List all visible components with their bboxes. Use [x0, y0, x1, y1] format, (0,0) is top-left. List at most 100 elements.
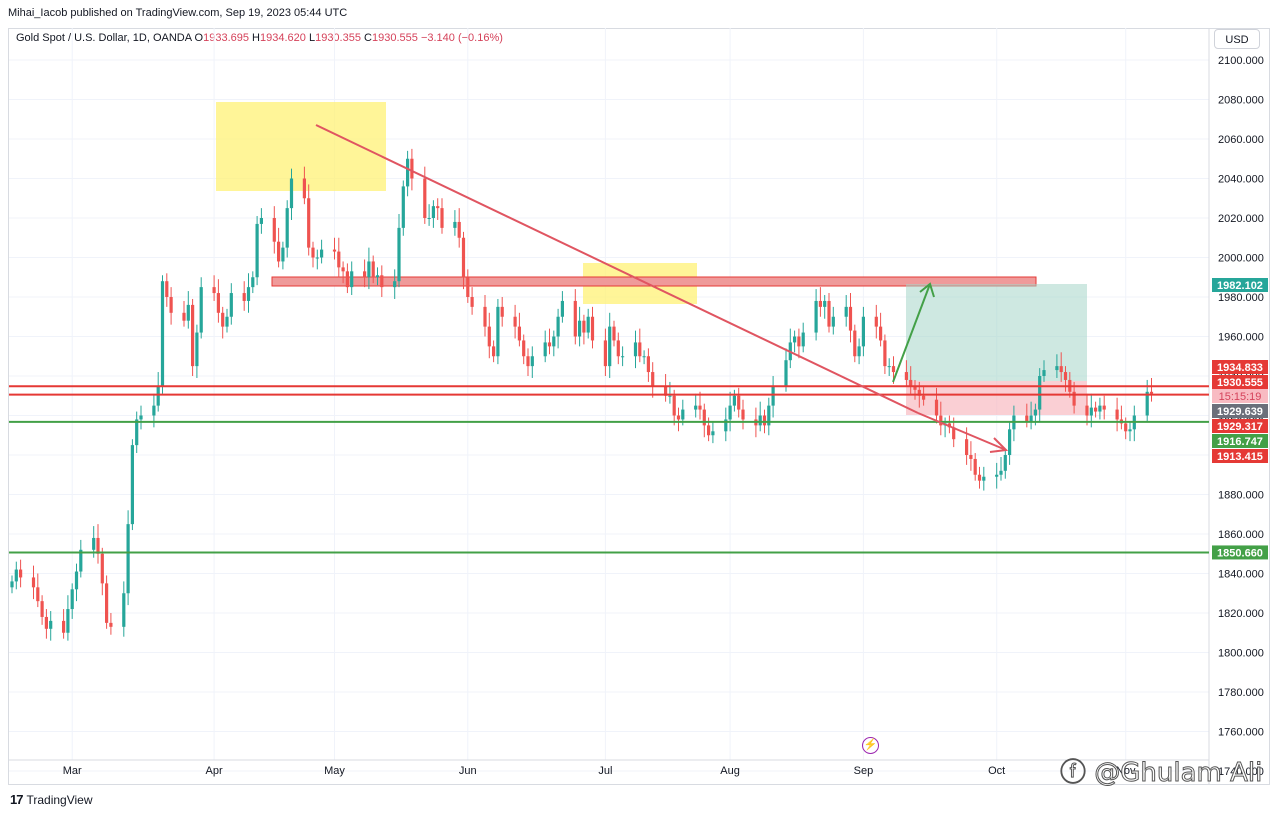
currency-button[interactable]: USD: [1214, 29, 1260, 49]
candle-body: [1102, 405, 1106, 410]
candle-body: [272, 218, 276, 242]
candle-body: [612, 326, 616, 341]
candle-body: [646, 356, 650, 373]
candle-body: [827, 300, 831, 327]
downtrend-arrow-shaft[interactable]: [917, 412, 1007, 451]
candle-body: [1055, 366, 1059, 371]
candle-body: [969, 455, 973, 459]
price-tick-label: 1860.000: [1218, 529, 1264, 541]
candle-body: [762, 415, 767, 426]
candle-body: [1059, 366, 1063, 373]
candle-body: [814, 300, 818, 333]
candle-body: [436, 206, 440, 209]
candle-body: [221, 312, 225, 327]
candle-body: [363, 271, 367, 278]
uptrend-arrow-shaft[interactable]: [892, 283, 931, 383]
price-tick-label: 1980.000: [1218, 292, 1264, 304]
price-tick-label: 2000.000: [1218, 253, 1264, 265]
candle-body: [1063, 372, 1068, 380]
candle-body: [999, 470, 1003, 475]
candle-body: [904, 372, 908, 380]
change-value: −3.140 (−0.16%): [420, 32, 503, 44]
price-badge-label: 1850.660: [1217, 547, 1263, 559]
candle-body: [578, 320, 582, 337]
candle-body: [79, 549, 83, 572]
candle-body: [1124, 423, 1128, 432]
chart-frame: [8, 28, 1270, 785]
candle-body: [191, 304, 195, 367]
candle-body: [758, 415, 762, 426]
month-tick-label: Sep: [854, 765, 874, 777]
candle-body: [130, 445, 134, 525]
candle-body: [259, 218, 263, 224]
candle-body: [255, 223, 259, 278]
candle-body: [315, 257, 319, 259]
candle-body: [732, 395, 736, 406]
candle-body: [169, 297, 173, 313]
high-label: H: [252, 32, 260, 44]
candle-body: [440, 208, 444, 228]
candle-body: [229, 293, 233, 317]
candle-body: [457, 221, 461, 238]
candle-body: [496, 306, 500, 357]
price-tick-label: 1880.000: [1218, 490, 1264, 502]
candle-body: [848, 306, 853, 331]
candle-body: [1008, 429, 1012, 455]
candle-body: [879, 326, 883, 341]
candle-body: [672, 395, 676, 416]
month-tick-label: Jun: [459, 765, 477, 777]
price-badge-label: 1934.833: [1217, 362, 1263, 374]
candle-body: [1094, 407, 1098, 412]
candle-body: [44, 616, 48, 629]
candle-body: [1038, 376, 1042, 410]
candle-body: [831, 316, 835, 327]
uptrend-arrow-head: [919, 282, 935, 298]
candle-body: [423, 178, 427, 218]
candle-body: [483, 306, 487, 327]
candle-body: [139, 415, 143, 420]
candle-body: [74, 571, 79, 590]
candle-body: [707, 425, 711, 436]
candle-body: [530, 356, 534, 367]
countdown-badge: [1212, 389, 1268, 403]
candle-body: [973, 458, 977, 475]
price-badge-target: [1212, 278, 1268, 292]
candle-body: [105, 583, 109, 623]
candle-body: [1145, 391, 1149, 416]
low-label: L: [308, 32, 316, 44]
candle-body: [320, 249, 324, 258]
candle-body: [195, 332, 199, 367]
candle-body: [225, 316, 229, 327]
candle-body: [302, 178, 306, 199]
candle-body: [603, 340, 607, 367]
candle-body: [543, 342, 547, 357]
price-tick-label: 2100.000: [1218, 55, 1264, 67]
tradingview-logo[interactable]: 17 TradingView: [10, 792, 93, 807]
candle-body: [397, 227, 401, 282]
candle-body: [40, 601, 44, 617]
candle-body: [793, 336, 797, 343]
candle-body: [289, 178, 294, 209]
candle-body: [186, 304, 190, 321]
symbol-title[interactable]: Gold Spot / U.S. Dollar, 1D, OANDA: [16, 32, 192, 44]
candle-body: [375, 275, 380, 278]
candle-body: [14, 569, 18, 582]
candle-body: [616, 340, 620, 357]
candle-body: [771, 385, 775, 406]
candle-body: [633, 342, 638, 357]
lightning-icon[interactable]: ⚡: [862, 737, 879, 754]
price-badge-stop: [1212, 419, 1268, 433]
candle-body: [350, 271, 354, 288]
price-tick-label: 1960.000: [1218, 332, 1264, 344]
price-badges: 1982.102 1934.833 1930.555 15:15:19 1929.639…: [1212, 278, 1268, 560]
candle-body: [513, 316, 517, 327]
tradingview-brand: TradingView: [26, 792, 93, 807]
candle-body: [590, 316, 595, 341]
tradingview-logo-icon: 17: [10, 792, 24, 807]
top-highlight-box[interactable]: [216, 102, 386, 191]
candle-body: [401, 186, 405, 228]
candle-body: [922, 395, 926, 400]
downtrend-line[interactable]: [315, 124, 919, 414]
candles: [10, 148, 1154, 641]
